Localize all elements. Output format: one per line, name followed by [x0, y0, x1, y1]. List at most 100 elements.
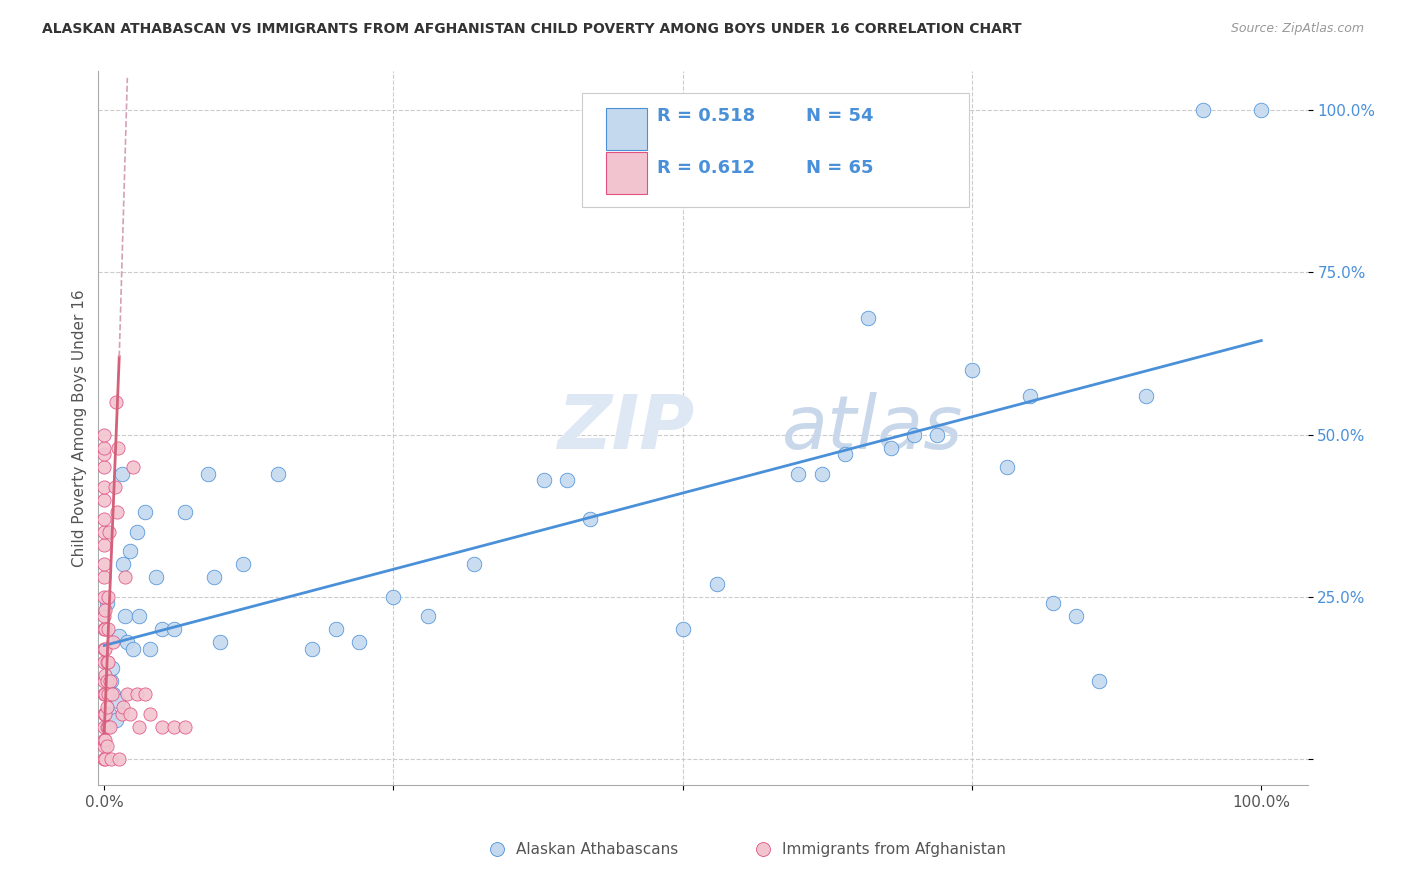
Point [107, 441, 129, 455]
Point [96, 674, 118, 689]
Point [730, 810, 752, 824]
Point [880, 441, 903, 455]
Point [117, 687, 139, 701]
Point [174, 506, 197, 520]
Point [118, 706, 141, 721]
Point [98, 674, 121, 689]
Point [111, 700, 134, 714]
Point [125, 687, 148, 701]
Point [105, 506, 128, 520]
Point [97, 622, 120, 636]
Point [93, 655, 115, 669]
Point [927, 427, 949, 442]
Point [232, 558, 254, 572]
Point [97, 720, 120, 734]
Point [208, 635, 231, 649]
Point [94, 687, 117, 701]
Point [103, 687, 125, 701]
Point [94, 603, 117, 617]
Point [162, 720, 184, 734]
Point [100, 752, 122, 766]
Point [108, 752, 131, 766]
Point [672, 622, 695, 636]
Point [93, 479, 115, 493]
Point [134, 506, 156, 520]
Point [96, 596, 118, 610]
Point [93, 492, 115, 507]
Text: ZIP: ZIP [558, 392, 695, 465]
Point [463, 558, 485, 572]
Point [94, 667, 117, 681]
Point [810, 467, 832, 481]
Point [1135, 389, 1157, 403]
Text: Immigrants from Afghanistan: Immigrants from Afghanistan [782, 842, 1005, 856]
Point [1064, 609, 1087, 624]
Point [93, 739, 115, 753]
Point [122, 460, 145, 475]
Point [97, 524, 120, 539]
Point [93, 524, 115, 539]
Point [94, 706, 117, 721]
Point [93, 590, 115, 604]
Point [93, 558, 115, 572]
Point [103, 635, 125, 649]
Point [93, 609, 115, 624]
Point [93, 674, 115, 689]
Text: R = 0.518: R = 0.518 [657, 107, 755, 125]
Point [301, 641, 323, 656]
Point [382, 590, 405, 604]
Point [134, 687, 156, 701]
Point [706, 577, 728, 591]
Point [98, 720, 121, 734]
Point [104, 479, 127, 493]
Point [114, 609, 136, 624]
Point [93, 447, 115, 461]
Point [533, 473, 555, 487]
Point [128, 720, 150, 734]
Point [125, 524, 148, 539]
Point [93, 441, 115, 455]
FancyBboxPatch shape [582, 93, 969, 207]
Text: Source: ZipAtlas.com: Source: ZipAtlas.com [1230, 22, 1364, 36]
Point [93, 460, 115, 475]
Point [94, 752, 117, 766]
Point [579, 512, 602, 526]
Point [960, 363, 983, 377]
Point [94, 641, 117, 656]
Point [96, 700, 118, 714]
Point [139, 641, 162, 656]
Point [93, 706, 115, 721]
Point [93, 732, 115, 747]
Point [97, 687, 120, 701]
Point [1250, 103, 1272, 118]
Point [347, 635, 370, 649]
Point [93, 641, 115, 656]
Text: N = 54: N = 54 [806, 107, 873, 125]
Point [100, 674, 122, 689]
Point [97, 590, 120, 604]
Point [97, 706, 120, 721]
Point [96, 720, 118, 734]
Text: Alaskan Athabascans: Alaskan Athabascans [516, 842, 678, 856]
Point [94, 732, 117, 747]
Point [903, 427, 925, 442]
Point [94, 622, 117, 636]
Point [93, 570, 115, 584]
Point [118, 544, 141, 558]
Point [96, 655, 118, 669]
Text: R = 0.612: R = 0.612 [657, 159, 755, 177]
Point [995, 460, 1018, 475]
Point [150, 720, 173, 734]
Point [139, 706, 162, 721]
Point [787, 467, 810, 481]
Point [110, 706, 132, 721]
Text: N = 65: N = 65 [806, 159, 873, 177]
Point [108, 629, 131, 643]
Point [93, 720, 115, 734]
FancyBboxPatch shape [606, 152, 647, 194]
Point [1192, 103, 1215, 118]
Point [104, 713, 127, 727]
Point [1042, 596, 1064, 610]
Point [197, 467, 219, 481]
Point [1088, 674, 1111, 689]
